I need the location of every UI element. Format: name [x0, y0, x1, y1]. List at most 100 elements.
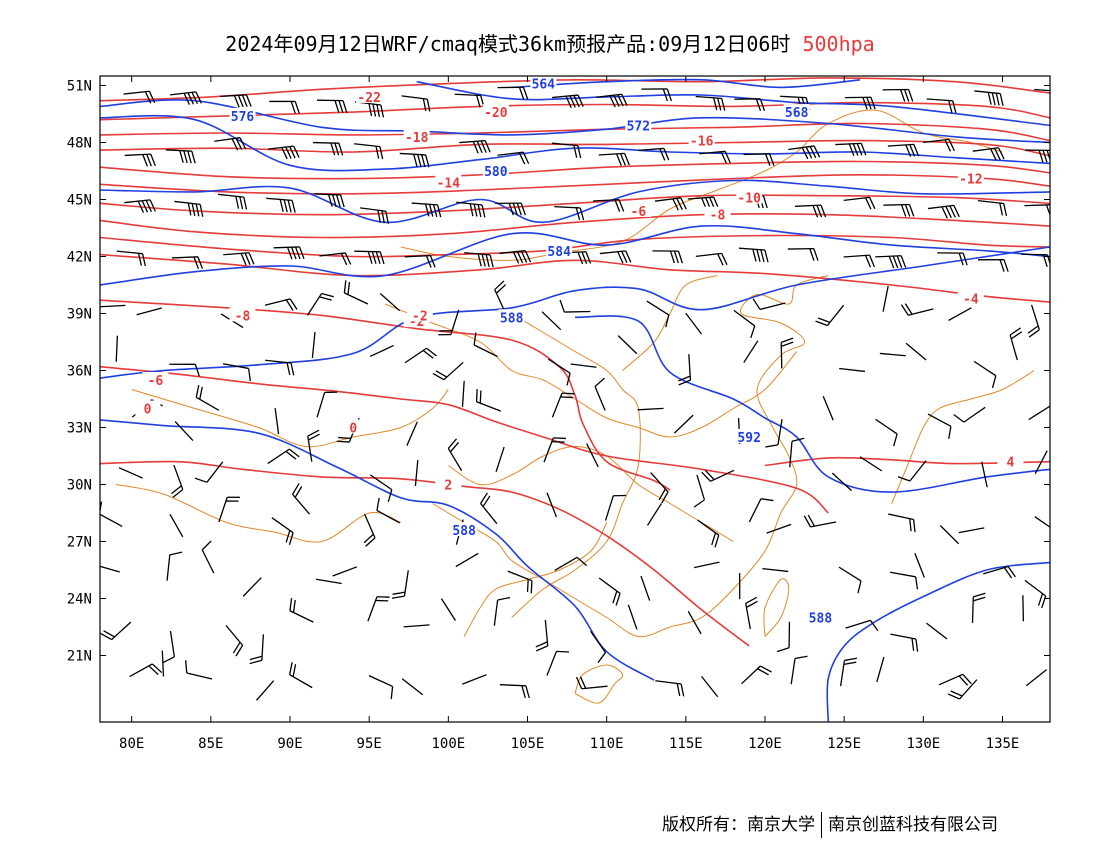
contour-label-bg — [736, 189, 763, 204]
wind-barb — [307, 429, 320, 462]
boundary-line — [432, 275, 829, 638]
contour-label: 0 — [144, 403, 152, 418]
wind-barb — [876, 656, 885, 683]
wind-barb — [367, 596, 390, 622]
wind-barb — [432, 361, 464, 381]
wind-barb — [766, 523, 792, 534]
lat-tick-label: 27N — [67, 535, 92, 551]
wind-barb — [789, 437, 805, 468]
contour-label-bg — [451, 522, 478, 537]
wind-barb — [598, 152, 630, 166]
wind-barb — [897, 460, 927, 482]
wind-barb — [575, 676, 608, 690]
wind-barb — [743, 340, 759, 363]
lat-tick-label: 30N — [67, 478, 92, 494]
wind-barb — [1028, 405, 1050, 421]
province-boundaries — [115, 109, 1035, 704]
wind-barb — [586, 443, 599, 468]
wind-barb — [765, 419, 783, 448]
wind-barb — [678, 354, 692, 386]
lat-tick-label: 48N — [67, 136, 92, 152]
contour-label-bg — [229, 107, 256, 122]
wind-barb — [411, 202, 442, 218]
contour-label-bg — [498, 309, 525, 324]
contour-label: 4 — [1007, 456, 1015, 471]
contour-label: -8 — [710, 209, 726, 224]
wind-barb — [360, 207, 389, 224]
contour-label-bg — [625, 202, 652, 217]
wind-barb — [447, 438, 463, 472]
lat-tick-label: 21N — [67, 649, 92, 665]
wind-barb — [267, 448, 300, 465]
boundary-line — [891, 370, 1035, 504]
wind-barb — [401, 678, 424, 696]
boundary-line — [574, 664, 624, 704]
wind-barb — [355, 101, 385, 118]
lon-tick-label: 120E — [748, 736, 782, 752]
wind-barb — [170, 91, 202, 105]
wind-barb — [507, 570, 533, 594]
wind-barb — [695, 252, 728, 266]
wind-barb — [875, 418, 898, 447]
wind-barb — [547, 358, 571, 386]
wind-barb — [637, 407, 664, 411]
lat-tick-label: 39N — [67, 307, 92, 323]
wind-barb — [546, 492, 558, 518]
wind-barb — [195, 384, 220, 411]
contour-label-bg — [482, 104, 509, 119]
wind-barb — [406, 421, 418, 446]
wind-barb — [734, 98, 766, 112]
contour-label: -16 — [690, 135, 714, 150]
wind-barb — [927, 204, 960, 219]
wind-barb — [554, 556, 588, 571]
wind-barb — [593, 198, 625, 212]
wind-barb — [890, 633, 919, 652]
wind-barb — [495, 202, 526, 216]
wind-barb — [220, 94, 252, 108]
contour-label: -10 — [737, 192, 761, 207]
wind-barb — [752, 298, 786, 311]
wind-barb — [905, 342, 927, 361]
contour-label-bg — [546, 242, 573, 257]
wind-barb — [129, 663, 163, 678]
geopotential-contour — [100, 419, 655, 681]
wind-barb — [552, 94, 584, 109]
wind-barb — [438, 309, 460, 336]
geopotential-contour — [100, 224, 1050, 286]
wind-barb — [559, 299, 591, 313]
wind-barb — [687, 610, 702, 635]
wind-barb — [570, 363, 597, 368]
lat-tick-label: 24N — [67, 592, 92, 608]
wind-barb — [100, 304, 126, 308]
wind-barb — [379, 292, 401, 312]
contour-label: 580 — [484, 165, 508, 180]
wind-barb — [971, 592, 986, 623]
wind-barb — [646, 300, 670, 328]
wind-barb — [977, 199, 1008, 216]
wind-barb — [454, 93, 485, 108]
wind-barb — [640, 575, 651, 601]
wind-barb — [762, 567, 789, 573]
lon-tick-label: 90E — [277, 736, 302, 752]
wind-barb — [267, 145, 300, 160]
wind-barb — [161, 650, 165, 677]
boundary-line — [622, 275, 718, 371]
wind-barb — [214, 137, 247, 151]
wind-barb — [1024, 579, 1047, 609]
wind-barb — [166, 551, 183, 581]
wind-barb — [184, 660, 213, 680]
wind-barb — [973, 360, 997, 389]
geopotential-contour — [100, 179, 1050, 224]
wind-barb — [983, 565, 1016, 579]
wind-barb — [399, 152, 430, 168]
wind-barb — [551, 392, 575, 418]
wind-barb — [495, 446, 505, 472]
wind-barb — [354, 250, 385, 265]
wind-barb — [1022, 595, 1025, 622]
wind-barb — [100, 621, 132, 641]
wind-barb — [889, 571, 919, 590]
wind-barb — [780, 337, 794, 369]
contour-label: -20 — [484, 106, 508, 121]
wind-barb — [835, 142, 867, 156]
wind-barb — [116, 250, 146, 267]
